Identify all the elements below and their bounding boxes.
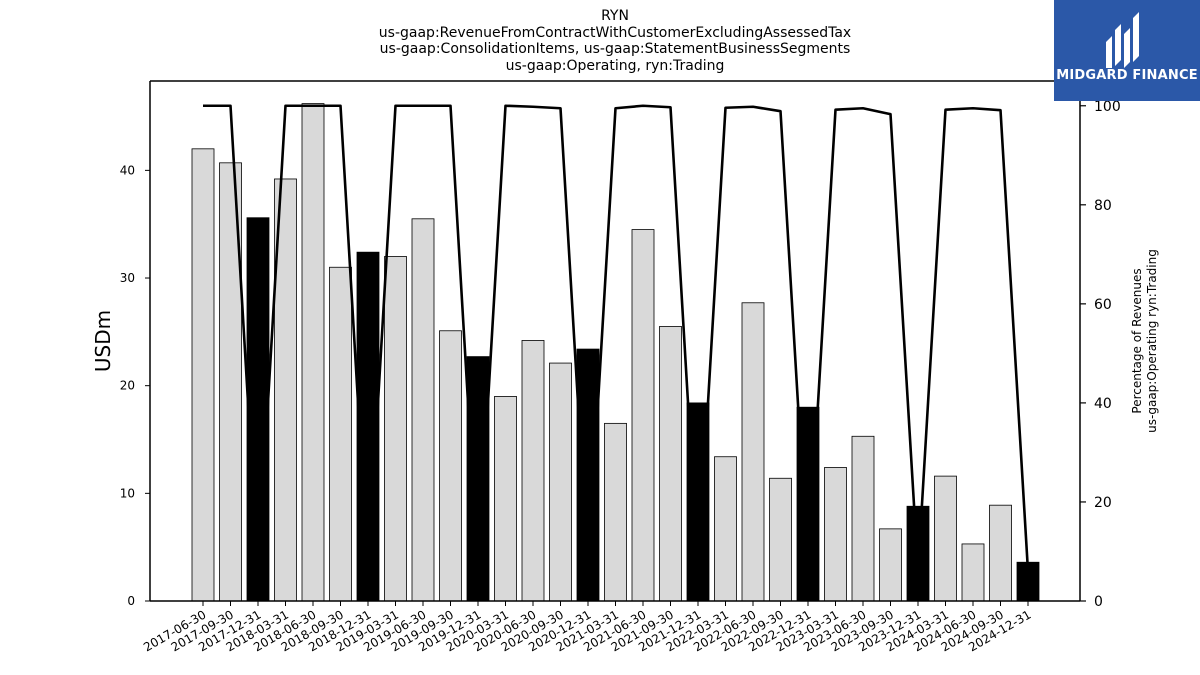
bar-2017-12-31 [246, 217, 270, 602]
left-tick-label: 20 [120, 379, 135, 393]
logo-text: MIDGARD FINANCE [1056, 68, 1198, 83]
left-y-axis: 0 10 20 30 40 [120, 81, 151, 608]
title-line-3: us-gaap:ConsolidationItems, us-gaap:Stat… [380, 41, 851, 57]
y2-axis-label-line-2: us-gaap:Operating ryn:Trading [1145, 249, 1159, 433]
right-tick-label: 40 [1094, 396, 1112, 412]
percentage-line [203, 104, 1030, 573]
left-tick-label: 30 [120, 271, 135, 285]
bar-2021-03-31 [604, 422, 627, 602]
chart-title: RYN us-gaap:RevenueFromContractWithCusto… [379, 8, 851, 74]
x-axis: 2017-06-302017-09-302017-12-312018-03-31… [141, 600, 1080, 654]
bar-2022-09-30 [769, 477, 792, 602]
y2-axis-label: Percentage of Revenues us-gaap:Operating… [1130, 249, 1159, 433]
y2-axis-label-line-1: Percentage of Revenues [1130, 268, 1144, 413]
title-line-1: RYN [601, 8, 629, 24]
bar-2022-06-30 [741, 302, 765, 602]
midgard-finance-logo: MIDGARD FINANCE [1054, 0, 1200, 101]
bar-2023-03-31 [824, 467, 847, 602]
bar-2020-06-30 [521, 340, 545, 602]
percentage-line-series [203, 104, 1030, 573]
bar-2022-03-31 [714, 456, 737, 602]
bar-2019-03-31 [384, 256, 407, 602]
bar-2023-06-30 [851, 435, 875, 602]
left-tick-label: 40 [120, 163, 135, 177]
bar-2017-06-30 [191, 148, 215, 602]
right-tick-label: 100 [1094, 99, 1121, 115]
bar-2021-09-30 [659, 326, 682, 602]
right-tick-label: 60 [1094, 297, 1112, 313]
logo-mark-icon [1106, 12, 1139, 68]
bar-2019-09-30 [439, 330, 462, 602]
left-tick-label: 10 [120, 486, 135, 500]
left-tick-label: 0 [127, 594, 135, 608]
bar-2018-09-30 [329, 266, 352, 602]
right-tick-label: 0 [1094, 594, 1103, 610]
title-line-2: us-gaap:RevenueFromContractWithCustomerE… [379, 25, 851, 41]
bar-2021-06-30 [631, 229, 655, 602]
bar-2020-03-31 [494, 396, 517, 602]
bar-2019-06-30 [411, 218, 435, 602]
y-axis-label: USDm [91, 310, 115, 372]
bar-2024-06-30 [961, 543, 985, 602]
bar-series [191, 103, 1040, 602]
bar-2023-09-30 [879, 528, 902, 602]
right-y-axis: 0 20 40 60 80 100 [1079, 81, 1121, 610]
bar-2018-06-30 [301, 103, 325, 602]
right-tick-label: 80 [1094, 198, 1112, 214]
title-line-4: us-gaap:Operating, ryn:Trading [506, 58, 725, 74]
bar-2024-03-31 [934, 475, 957, 602]
bar-2020-09-30 [549, 362, 572, 602]
right-tick-label: 20 [1094, 495, 1112, 511]
bar-2024-09-30 [989, 504, 1012, 602]
